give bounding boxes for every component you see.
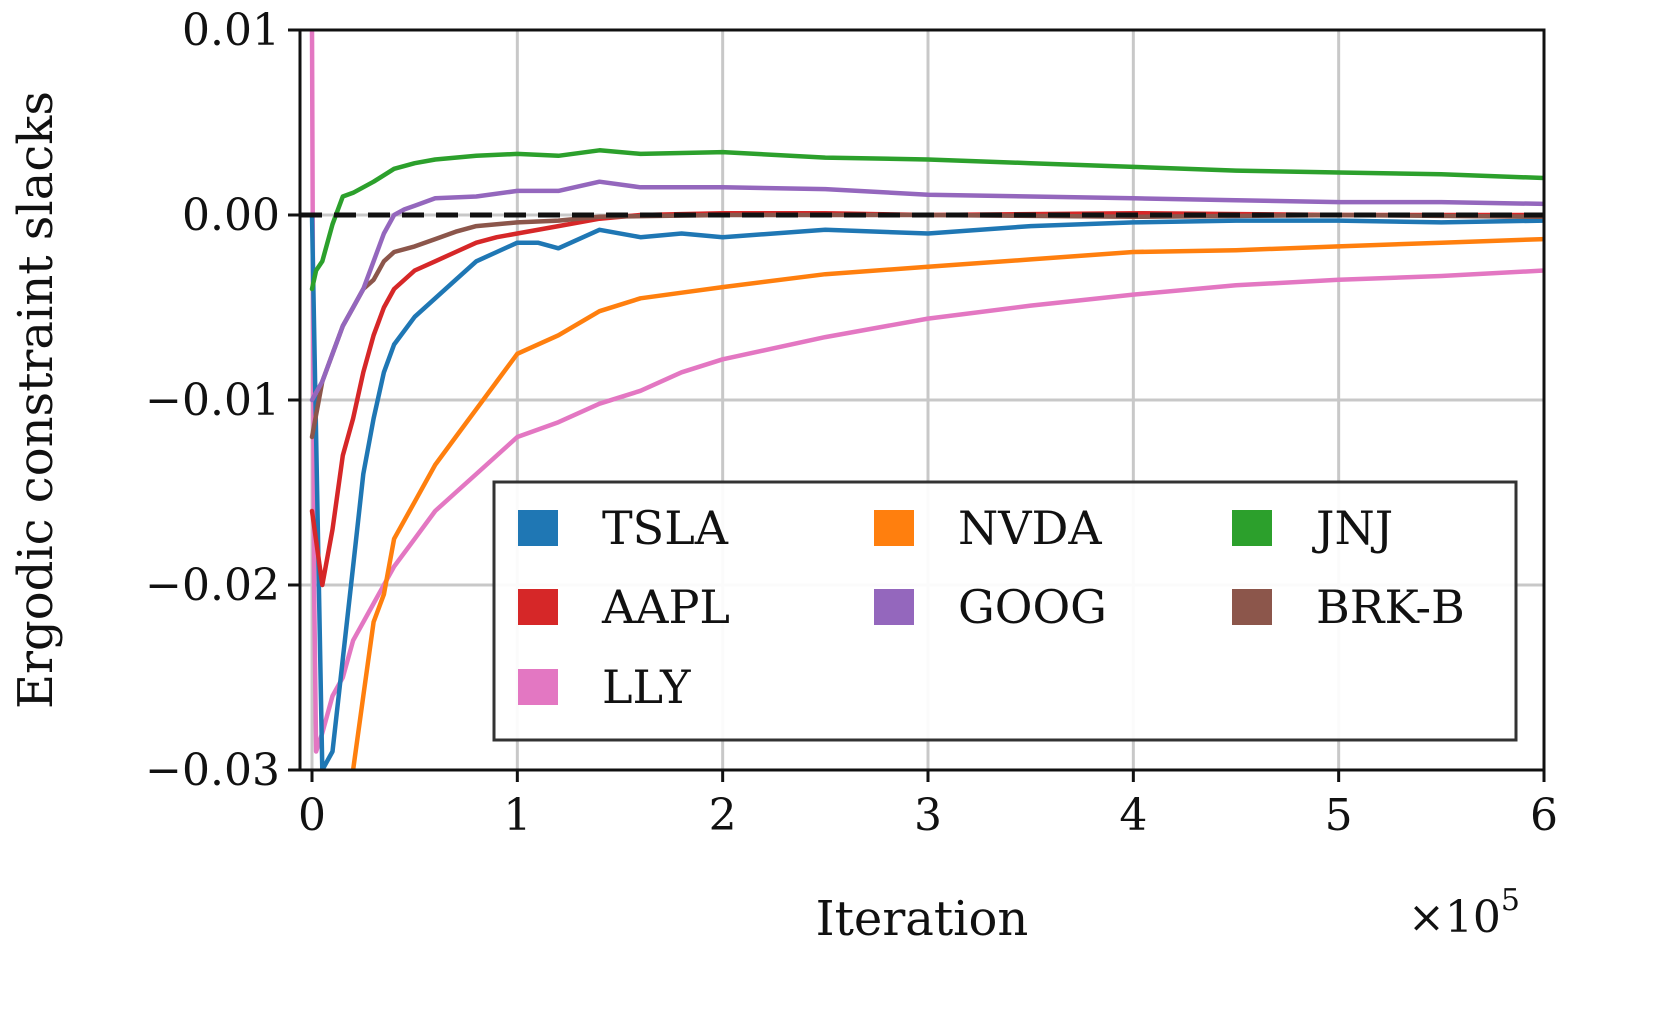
y-tick-label: 0.00 bbox=[182, 190, 280, 241]
legend-swatch-aapl bbox=[518, 589, 558, 625]
legend-label-brk-b: BRK-B bbox=[1316, 580, 1465, 634]
x-tick-label: 3 bbox=[914, 790, 942, 841]
y-axis-label: Ergodic constraint slacks bbox=[8, 91, 64, 709]
ticks: 0 1 2 3 4 5 6 0.01 0.00 −0.01 −0.02 −0.03 bbox=[145, 5, 1558, 841]
x-tick-label: 0 bbox=[298, 790, 326, 841]
legend-swatch-jnj bbox=[1232, 510, 1272, 546]
legend-swatch-goog bbox=[874, 589, 914, 625]
legend-label-goog: GOOG bbox=[958, 580, 1107, 634]
legend-label-nvda: NVDA bbox=[958, 501, 1102, 555]
legend-label-aapl: AAPL bbox=[601, 580, 730, 634]
x-tick-label: 1 bbox=[503, 790, 531, 841]
x-axis-label: Iteration bbox=[816, 891, 1029, 947]
series-line-jnj bbox=[309, 148, 1544, 292]
legend-label-jnj: JNJ bbox=[1312, 501, 1393, 555]
series-line-goog bbox=[309, 179, 1544, 403]
y-tick-label: −0.01 bbox=[145, 375, 280, 426]
series-lines bbox=[309, 30, 1544, 770]
x-tick-label: 2 bbox=[709, 790, 737, 841]
y-tick-label: −0.02 bbox=[145, 560, 280, 611]
y-tick-label: −0.03 bbox=[145, 745, 280, 796]
legend-swatch-nvda bbox=[874, 510, 914, 546]
legend-swatch-tsla bbox=[518, 510, 558, 546]
x-tick-label: 4 bbox=[1119, 790, 1147, 841]
legend-swatch-lly bbox=[518, 669, 558, 705]
x-tick-label: 6 bbox=[1530, 790, 1558, 841]
legend-swatch-brk-b bbox=[1232, 589, 1272, 625]
series-line-nvda bbox=[350, 236, 1544, 770]
legend-label-tsla: TSLA bbox=[602, 501, 729, 555]
x-axis-offset-label: ×105 bbox=[1408, 883, 1520, 943]
x-tick-label: 5 bbox=[1325, 790, 1353, 841]
legend-label-lly: LLY bbox=[602, 660, 691, 714]
legend-frame bbox=[492, 480, 1518, 742]
series-line-tsla bbox=[309, 212, 1544, 770]
legend: TSLA NVDA JNJ AAPL GOOG BRK-B LLY bbox=[492, 480, 1518, 742]
y-tick-label: 0.01 bbox=[182, 5, 280, 56]
